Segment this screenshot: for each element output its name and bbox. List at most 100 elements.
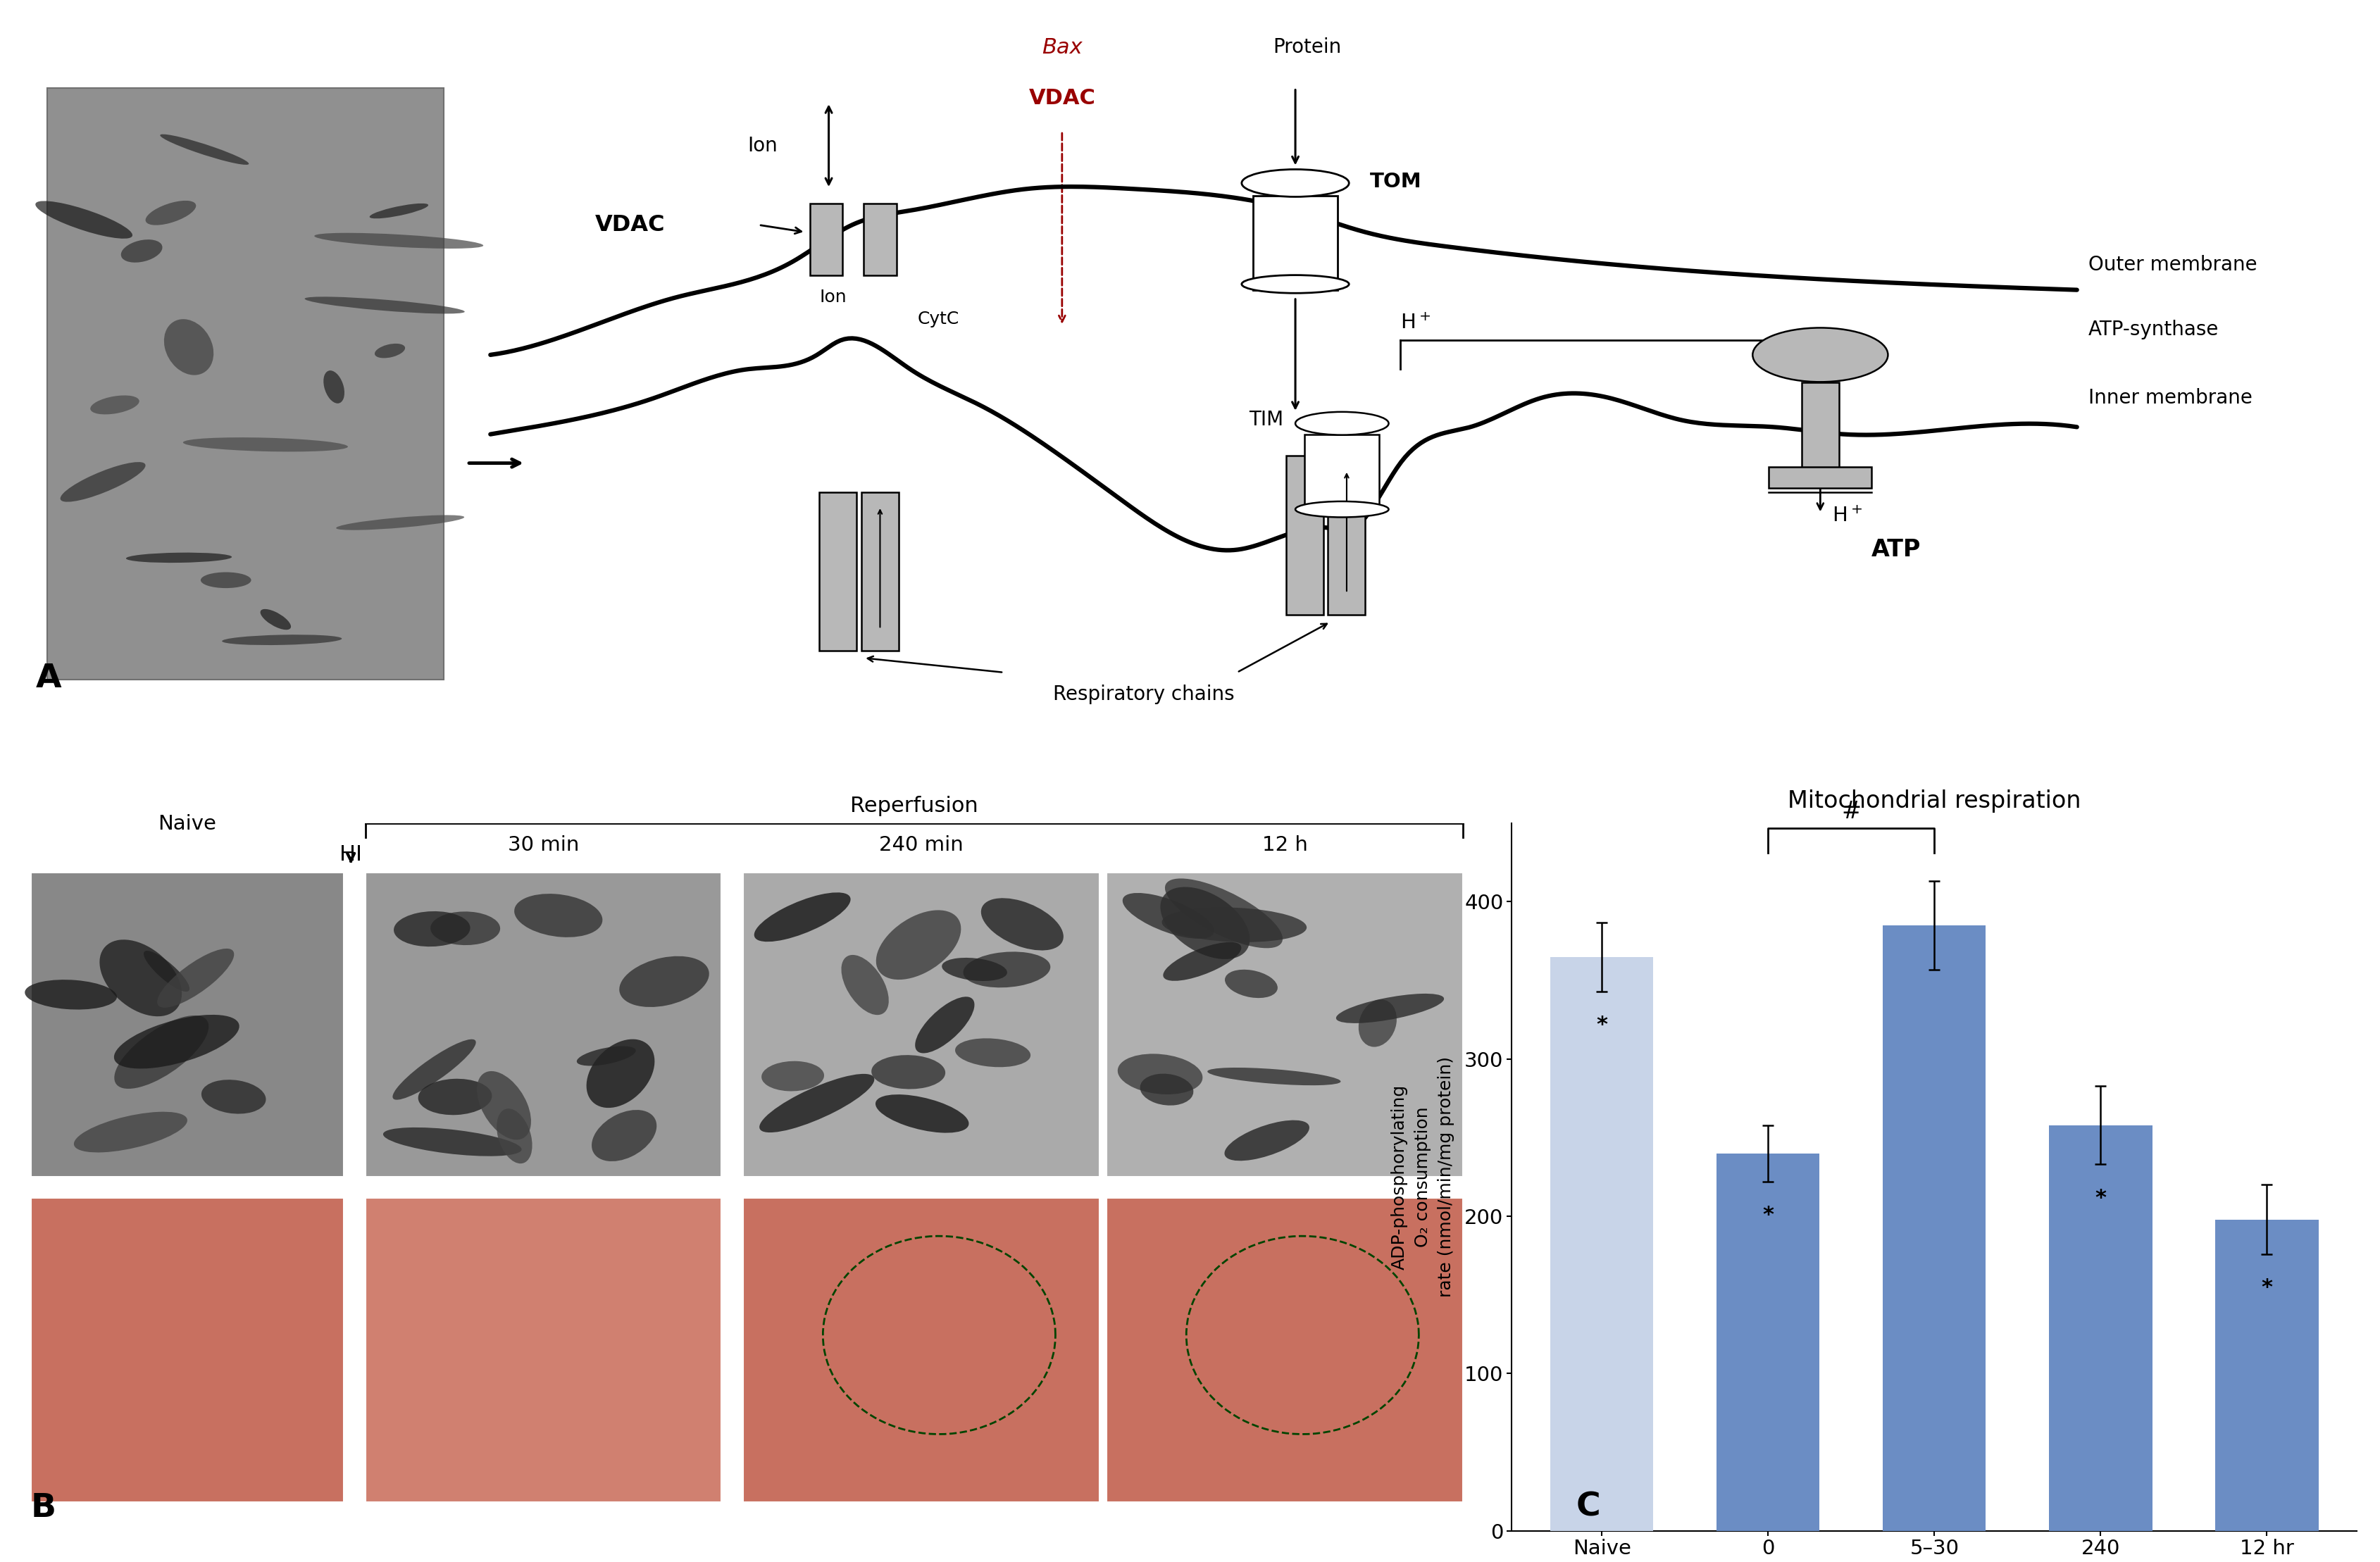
Text: *: * [1595,1015,1607,1036]
Ellipse shape [221,634,343,645]
Text: Bax: Bax [1042,37,1083,58]
Ellipse shape [314,233,483,248]
Ellipse shape [164,319,214,375]
Bar [864,203,897,275]
Text: *: * [2261,1278,2273,1298]
Ellipse shape [74,1112,188,1153]
Ellipse shape [1223,1120,1309,1161]
Ellipse shape [1116,1054,1202,1095]
Ellipse shape [259,609,290,629]
Ellipse shape [419,1079,493,1115]
Text: VDAC: VDAC [595,214,666,236]
Ellipse shape [145,200,195,225]
Ellipse shape [1161,908,1307,942]
Text: H$^+$: H$^+$ [1399,314,1430,333]
Bar [1107,873,1461,1176]
Bar [862,492,897,651]
Ellipse shape [157,948,233,1007]
Ellipse shape [1752,328,1887,383]
Ellipse shape [200,572,250,589]
Text: Outer membrane: Outer membrane [2087,255,2256,275]
Ellipse shape [840,954,888,1015]
Ellipse shape [1223,970,1278,998]
Ellipse shape [954,1039,1031,1067]
Ellipse shape [514,893,602,937]
Title: Mitochondrial respiration: Mitochondrial respiration [1787,789,2080,812]
Bar [48,87,443,679]
Ellipse shape [305,297,464,314]
Ellipse shape [964,951,1050,987]
Bar [809,203,843,275]
Bar [1716,1153,1818,1531]
Ellipse shape [1207,1067,1340,1086]
Text: Reperfusion: Reperfusion [850,795,978,815]
Bar [1107,1198,1461,1503]
Ellipse shape [36,201,133,239]
Text: #: # [1840,800,1861,823]
Bar [2216,1220,2318,1531]
Text: Naive: Naive [157,814,217,834]
Ellipse shape [60,462,145,501]
Bar [1768,467,1871,489]
Ellipse shape [202,1079,267,1114]
Ellipse shape [1123,893,1214,939]
Bar [364,1198,721,1503]
Ellipse shape [183,437,347,451]
Text: *: * [2094,1189,2106,1209]
Ellipse shape [159,134,250,164]
Ellipse shape [383,1128,521,1156]
Ellipse shape [126,553,231,562]
Ellipse shape [1295,501,1388,517]
Ellipse shape [914,997,973,1053]
Text: B: B [31,1492,57,1523]
Ellipse shape [619,956,709,1007]
Ellipse shape [497,1109,533,1164]
Text: VDAC: VDAC [1028,87,1095,108]
Ellipse shape [100,940,181,1017]
Ellipse shape [24,979,117,1009]
Ellipse shape [1242,169,1349,197]
Text: ATP-synthase: ATP-synthase [2087,320,2218,339]
Ellipse shape [1242,275,1349,294]
Ellipse shape [762,1061,823,1092]
Ellipse shape [876,1095,969,1132]
Ellipse shape [1164,878,1283,948]
Ellipse shape [393,1039,476,1100]
Text: A: A [36,662,62,694]
Text: TOM: TOM [1368,172,1421,192]
Text: Inner membrane: Inner membrane [2087,389,2251,408]
Text: C: C [1576,1492,1599,1523]
Ellipse shape [585,1039,655,1107]
Ellipse shape [759,1073,873,1132]
Ellipse shape [393,911,471,947]
Ellipse shape [1295,412,1388,434]
Ellipse shape [576,1047,635,1065]
Bar [2049,1125,2152,1531]
Bar [819,492,857,651]
Ellipse shape [593,1111,657,1161]
Ellipse shape [871,1054,945,1089]
Ellipse shape [981,898,1064,950]
Text: ATP: ATP [1871,537,1921,561]
Ellipse shape [1140,1073,1192,1106]
Text: CytC: CytC [916,311,959,326]
Ellipse shape [369,203,428,219]
Text: Ion: Ion [747,136,778,155]
Text: Ion: Ion [819,289,847,306]
Bar [1802,383,1837,478]
Ellipse shape [476,1072,531,1140]
Bar [31,873,343,1176]
Bar [1252,197,1338,291]
Bar [1328,456,1366,615]
Text: HI: HI [340,845,362,865]
Ellipse shape [143,951,190,992]
Ellipse shape [114,1015,209,1089]
Bar [364,873,721,1176]
Text: H$^+$: H$^+$ [1833,506,1861,526]
Y-axis label: ADP-phosphorylating
O₂ consumption
rate (nmol/min/mg protein): ADP-phosphorylating O₂ consumption rate … [1390,1056,1454,1298]
Ellipse shape [1159,887,1250,959]
Ellipse shape [1335,993,1445,1023]
Text: Respiratory chains: Respiratory chains [1052,684,1235,704]
Text: 12 h: 12 h [1261,836,1307,854]
Text: 30 min: 30 min [507,836,578,854]
